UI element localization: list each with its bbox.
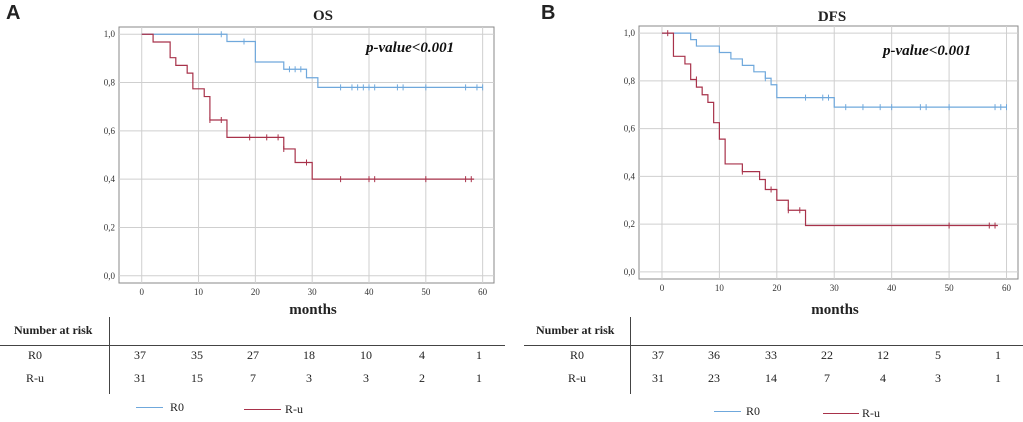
x-tick-label: 50	[945, 283, 955, 293]
risk-cell: 1	[476, 348, 482, 362]
legend-swatch-r0	[714, 411, 741, 412]
y-tick-label: 1,0	[104, 29, 116, 39]
risk-cell: 4	[419, 348, 425, 362]
risk-cell: 35	[191, 348, 203, 362]
legend-label-r0: R0	[170, 400, 185, 414]
x-tick-label: 40	[887, 283, 897, 293]
panel-letter-a: A	[6, 2, 21, 24]
series-line-ru	[141, 33, 475, 180]
y-tick-label: 0,2	[104, 222, 115, 232]
dfs-chart: 0,0 0,2 0,4 0,6 0,8 1,0 0 10 20 30 40 50 60 DFS months…	[624, 9, 1019, 318]
risk-cell: 37	[134, 348, 146, 362]
x-tick-label: 50	[421, 287, 431, 297]
y-tick-label: 0,4	[624, 171, 636, 181]
risk-cell: 22	[821, 348, 833, 362]
p-value-annotation: p-value<0.001	[364, 40, 454, 56]
os-chart: 0,0 0,2 0,4 0,6 0,8 1,0 0 10 20 30 40 50 60 OS months p…	[104, 8, 495, 318]
x-tick-label: 10	[715, 283, 725, 293]
legend-swatch-r0	[136, 407, 163, 408]
risk-row-label-r0: R0	[28, 348, 43, 362]
risk-table-title: Number at risk	[536, 323, 615, 337]
x-tick-label: 0	[660, 283, 665, 293]
x-tick-label: 0	[139, 287, 144, 297]
legend-label-ru: R-u	[862, 406, 880, 420]
y-tick-label: 0,6	[624, 124, 636, 134]
risk-cell: 12	[877, 348, 889, 362]
risk-cell: 27	[247, 348, 259, 362]
y-tick-label: 0,8	[104, 78, 116, 88]
risk-row-label-ru: R-u	[26, 371, 44, 385]
x-tick-label: 20	[772, 283, 782, 293]
risk-cell: 37	[652, 348, 664, 362]
x-tick-label: 40	[365, 287, 375, 297]
y-tick-label: 0,2	[624, 219, 635, 229]
risk-cell: 23	[708, 371, 720, 385]
chart-title: DFS	[818, 9, 846, 25]
risk-table-divider	[109, 317, 110, 394]
legend-label-ru: R-u	[285, 402, 303, 416]
risk-cell: 1	[476, 371, 482, 385]
legend-swatch-ru	[244, 409, 281, 410]
y-tick-label: 0,8	[624, 76, 636, 86]
panel-letter-b: B	[541, 2, 556, 24]
risk-table-rule	[0, 345, 505, 346]
x-tick-label: 20	[251, 287, 261, 297]
risk-cell: 36	[708, 348, 720, 362]
risk-cell: 3	[935, 371, 941, 385]
risk-cell: 3	[306, 371, 312, 385]
risk-cell: 5	[935, 348, 941, 362]
risk-cell: 1	[995, 348, 1001, 362]
risk-cell: 33	[765, 348, 777, 362]
x-tick-label: 30	[308, 287, 318, 297]
risk-table-title: Number at risk	[14, 323, 93, 337]
risk-row-label-ru: R-u	[568, 371, 586, 385]
y-tick-label: 0,4	[104, 174, 116, 184]
legend-label-r0: R0	[746, 404, 761, 418]
risk-cell: 10	[360, 348, 372, 362]
risk-cell: 3	[363, 371, 369, 385]
p-value-annotation: p-value<0.001	[881, 43, 971, 59]
legend-swatch-ru	[823, 413, 859, 414]
risk-row-label-r0: R0	[570, 348, 585, 362]
x-axis-label: months	[289, 302, 337, 318]
x-tick-label: 60	[1002, 283, 1012, 293]
x-tick-label: 30	[830, 283, 840, 293]
risk-cell: 1	[995, 371, 1001, 385]
series-line-r0	[141, 33, 483, 88]
risk-cell: 31	[652, 371, 664, 385]
y-tick-label: 0,0	[624, 267, 636, 277]
risk-cell: 4	[880, 371, 886, 385]
risk-table-rule	[524, 345, 1023, 346]
plot-frame	[638, 25, 1019, 280]
y-tick-label: 0,0	[104, 271, 116, 281]
risk-table-divider	[630, 317, 631, 394]
risk-cell: 7	[824, 371, 830, 385]
y-tick-label: 0,6	[104, 126, 116, 136]
risk-cell: 18	[303, 348, 315, 362]
risk-cell: 2	[419, 371, 425, 385]
x-axis-label: months	[811, 302, 859, 318]
x-tick-label: 60	[478, 287, 488, 297]
y-tick-label: 1,0	[624, 28, 636, 38]
risk-cell: 7	[250, 371, 256, 385]
risk-cell: 14	[765, 371, 777, 385]
series-line-r0	[661, 32, 1007, 108]
x-tick-label: 10	[194, 287, 204, 297]
series-line-ru	[661, 32, 998, 227]
risk-cell: 31	[134, 371, 146, 385]
chart-title: OS	[313, 8, 333, 24]
risk-cell: 15	[191, 371, 203, 385]
plot-frame	[118, 26, 495, 284]
